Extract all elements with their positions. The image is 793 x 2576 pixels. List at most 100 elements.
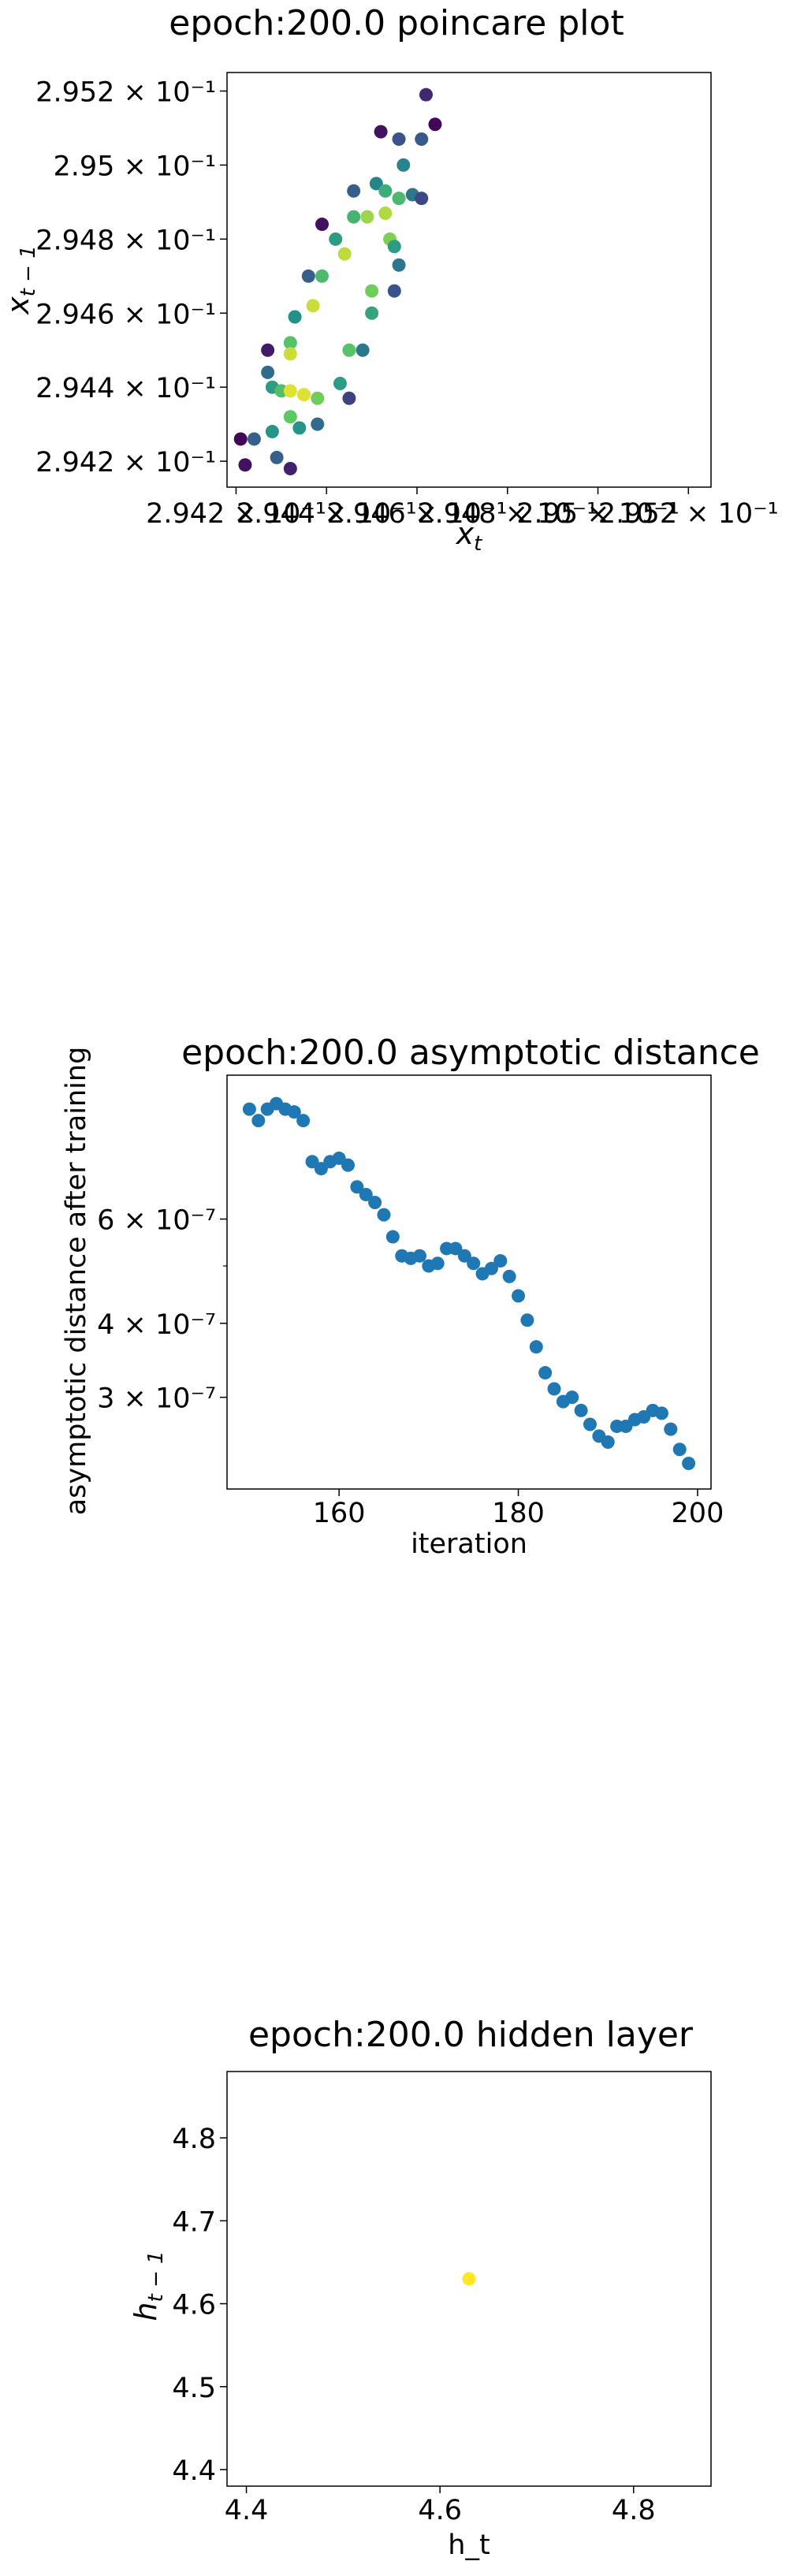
data-point	[347, 184, 361, 198]
data-point	[261, 343, 275, 357]
data-point	[350, 1180, 364, 1194]
y-axis-label: ht − 1	[128, 2250, 168, 2321]
x-tick-label: 2.95 × 10⁻¹	[516, 498, 679, 530]
data-point	[287, 1105, 301, 1119]
x-tick-label: 4.6	[418, 2495, 462, 2526]
data-point	[306, 299, 320, 313]
x-tick-label: 2.948 × 10⁻¹	[417, 498, 598, 530]
y-axis-label: asymptotic distance after training	[61, 1047, 92, 1516]
data-point	[457, 1249, 471, 1263]
asymptotic-distance-chart: epoch:200.0 asymptotic distance 3 × 10⁻⁷ 4…	[61, 1033, 760, 1560]
data-point	[333, 377, 347, 390]
data-point	[520, 1313, 534, 1327]
data-point	[392, 258, 406, 272]
y-axis-label: xt − 1	[1, 245, 40, 315]
y-axis-label-subscript: t − 1	[17, 245, 40, 296]
data-point	[359, 1187, 373, 1201]
data-point	[484, 1261, 498, 1275]
data-point	[415, 192, 429, 206]
x-tick-label: 2.944 × 10⁻¹	[236, 498, 417, 530]
data-point	[565, 1390, 579, 1405]
x-tick-label: 2.952 × 10⁻¹	[598, 498, 779, 530]
y-tick-label: 3 × 10⁻⁷	[97, 1383, 216, 1415]
x-tick-label: 4.4	[225, 2495, 269, 2526]
data-point	[265, 425, 279, 439]
data-point	[428, 117, 442, 132]
x-tick-label: 200	[672, 1498, 724, 1529]
data-point	[412, 1249, 426, 1263]
data-point	[283, 384, 297, 398]
data-point	[360, 210, 374, 224]
x-tick-label: 2.942 × 10⁻¹	[146, 498, 326, 530]
data-point	[311, 391, 325, 405]
data-point	[315, 218, 329, 232]
data-point	[374, 125, 388, 139]
data-point	[283, 347, 297, 361]
data-point	[365, 306, 379, 320]
data-point	[512, 1289, 526, 1303]
y-tick-label: 4.8	[172, 2124, 216, 2155]
hidden-layer-figure: epoch:200.0 hidden layer 4.4 4.5 4.6 4.7 4.8 4…	[0, 2002, 793, 2576]
data-point	[251, 1114, 266, 1128]
data-point	[342, 391, 356, 405]
y-tick-label: 4.4	[172, 2455, 216, 2487]
chart-title: epoch:200.0 hidden layer	[248, 2015, 694, 2055]
data-point	[297, 388, 311, 402]
y-tick-label: 4.6	[172, 2290, 216, 2321]
data-point	[430, 1256, 445, 1271]
y-tick-label: 2.946 × 10⁻¹	[35, 299, 216, 330]
data-point	[529, 1340, 543, 1354]
y-tick-label: 4.5	[172, 2373, 216, 2404]
data-point	[368, 1195, 382, 1209]
poincare-plot-figure: epoch:200.0 poincare plot 2.942 × 10⁻¹ 2.9…	[0, 0, 793, 568]
data-point	[341, 1158, 355, 1172]
data-point	[449, 1241, 463, 1256]
data-point	[601, 1435, 615, 1450]
data-point	[261, 365, 275, 379]
data-point	[387, 284, 401, 298]
data-point	[315, 269, 329, 283]
data-point	[664, 1422, 678, 1436]
data-point	[387, 240, 401, 254]
data-point	[583, 1417, 597, 1431]
x-tick-label: 180	[492, 1498, 545, 1529]
x-axis-label: h_t	[448, 2529, 490, 2561]
data-point	[311, 417, 325, 431]
x-tick-label: 4.8	[612, 2495, 656, 2526]
data-point	[574, 1403, 588, 1417]
y-tick-label: 4.7	[172, 2206, 216, 2238]
y-axis-label-subscript: t − 1	[144, 2250, 168, 2302]
y-tick-label: 2.95 × 10⁻¹	[53, 151, 216, 182]
data-point	[356, 343, 370, 357]
data-point	[329, 232, 343, 246]
data-point	[283, 336, 297, 350]
y-tick-label: 2.948 × 10⁻¹	[35, 225, 216, 256]
data-point	[301, 269, 315, 283]
plot-frame	[226, 1074, 712, 1490]
x-tick-label: 160	[313, 1498, 366, 1529]
data-point	[238, 458, 252, 472]
data-point	[233, 432, 248, 446]
data-point	[415, 132, 429, 147]
y-tick-label: 2.942 × 10⁻¹	[35, 447, 216, 478]
data-point	[337, 247, 352, 261]
hidden-layer-chart: epoch:200.0 hidden layer 4.4 4.5 4.6 4.7 4.8 4…	[128, 2015, 712, 2561]
y-tick-label: 6 × 10⁻⁷	[97, 1205, 216, 1237]
plot-frame	[226, 72, 712, 488]
data-point	[462, 2272, 476, 2286]
data-point	[347, 210, 361, 224]
data-point	[467, 1256, 481, 1271]
y-tick-label: 2.952 × 10⁻¹	[35, 76, 216, 108]
data-point	[283, 410, 297, 424]
y-tick-label: 2.944 × 10⁻¹	[35, 373, 216, 404]
data-point	[242, 1102, 256, 1116]
data-point	[547, 1382, 561, 1396]
data-point	[385, 1230, 400, 1244]
plot-frame	[226, 2071, 712, 2487]
data-point	[283, 462, 297, 476]
data-point	[672, 1442, 687, 1457]
data-point	[682, 1457, 696, 1471]
data-point	[396, 158, 411, 172]
data-point	[654, 1406, 668, 1420]
